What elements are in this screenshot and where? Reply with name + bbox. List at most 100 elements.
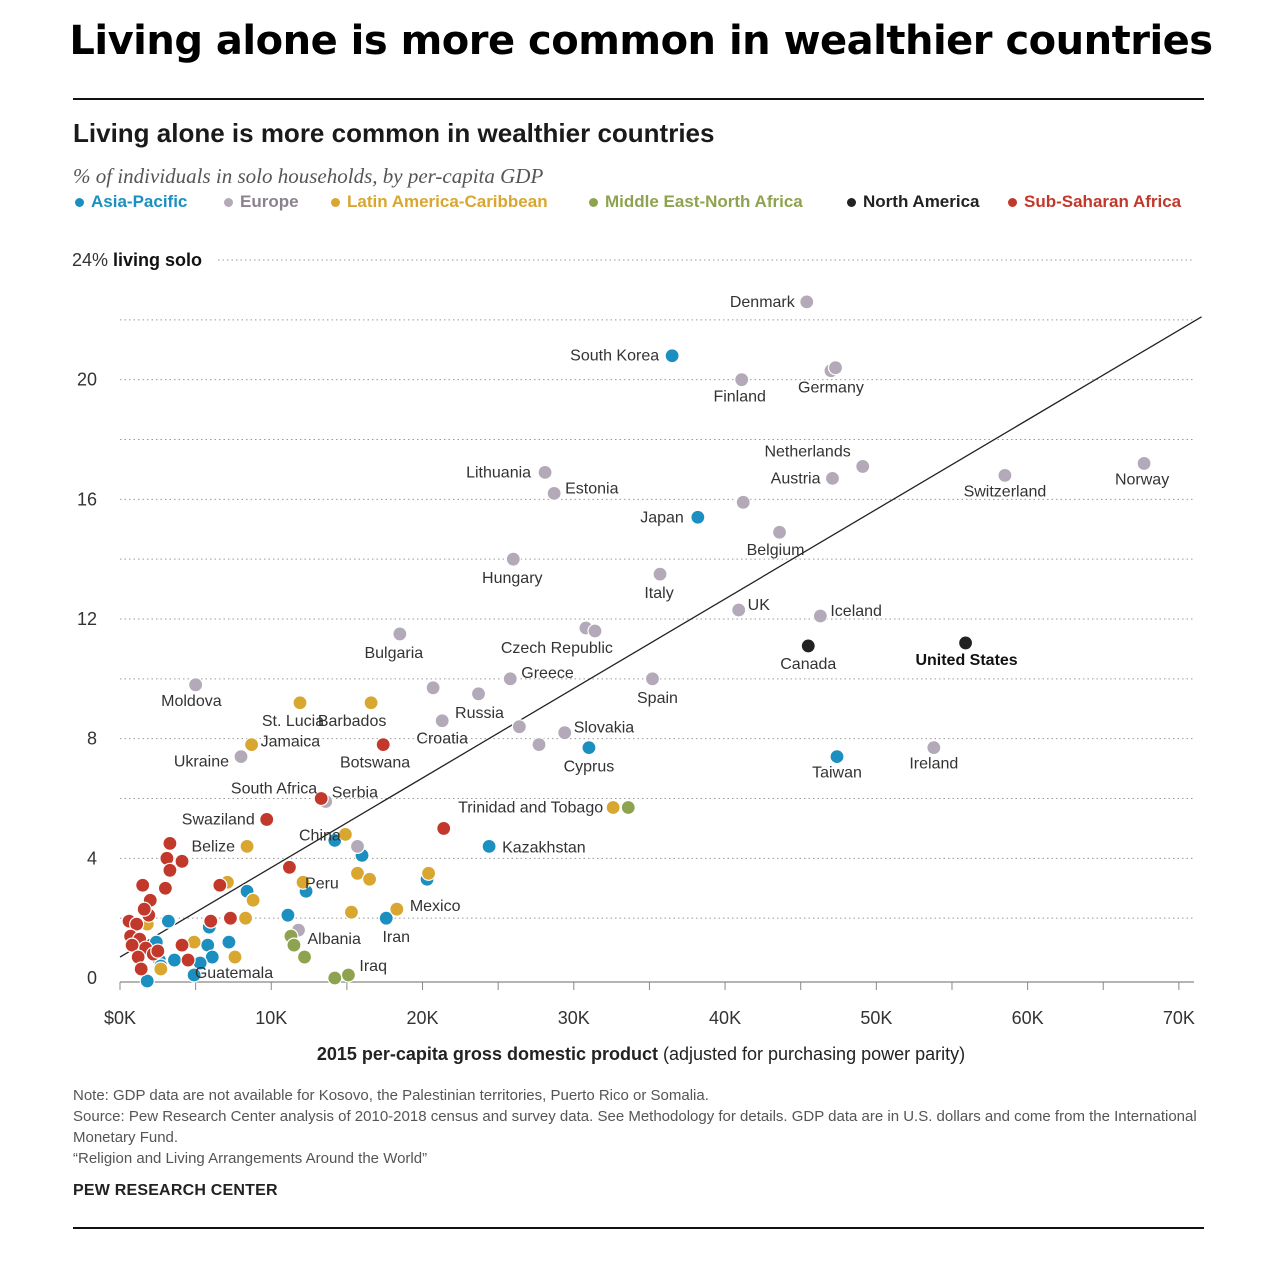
point-asia-pacific bbox=[139, 973, 155, 989]
point-sub-saharan-africa bbox=[162, 835, 178, 851]
point-asia-pacific bbox=[186, 967, 202, 983]
label-slovakia: Slovakia bbox=[574, 720, 635, 737]
point-greece bbox=[502, 671, 518, 687]
x-axis-title-bold: 2015 per-capita gross domestic product bbox=[316, 1044, 658, 1064]
label-jamaica: Jamaica bbox=[261, 734, 321, 751]
label-greece: Greece bbox=[521, 665, 574, 682]
x-tick-label: 60K bbox=[1012, 1008, 1044, 1028]
point-sub-saharan-africa bbox=[281, 859, 298, 875]
point-hungary bbox=[505, 551, 521, 567]
report-title-text: “Religion and Living Arrangements Around… bbox=[73, 1150, 428, 1167]
y-axis-unit-label: living solo bbox=[113, 250, 202, 270]
point-latin-america-caribbean bbox=[245, 892, 261, 908]
label-serbia: Serbia bbox=[332, 784, 378, 801]
point-europe bbox=[827, 360, 844, 376]
point-sub-saharan-africa bbox=[129, 916, 145, 932]
point-austria bbox=[824, 470, 841, 486]
label-ukraine: Ukraine bbox=[174, 754, 229, 771]
point-finland bbox=[734, 372, 750, 388]
point-sub-saharan-africa bbox=[135, 877, 151, 893]
x-tick-label: 10K bbox=[255, 1008, 287, 1028]
point-guatemala bbox=[227, 949, 243, 965]
y-tick-label: 0 bbox=[87, 968, 97, 988]
legend-dot-icon bbox=[224, 197, 233, 207]
x-axis-title: 2015 per-capita gross domestic product (… bbox=[0, 1044, 1282, 1065]
point-united-states bbox=[957, 635, 974, 651]
point-barbados bbox=[363, 695, 379, 711]
label-south-korea: South Korea bbox=[570, 348, 659, 365]
data-points bbox=[121, 294, 1152, 989]
point-asia-pacific bbox=[221, 934, 237, 950]
point-latin-america-caribbean bbox=[349, 865, 366, 881]
legend-item-sub-saharan-africa: Sub-Saharan Africa bbox=[1008, 192, 1181, 212]
scatter-chart: 0 4 8 12 16 20 24% living solo $0K 10K 20K 30K 40K 5… bbox=[72, 250, 1202, 1028]
label-norway: Norway bbox=[1115, 471, 1169, 488]
y-tick-label: 16 bbox=[77, 489, 97, 509]
point-sub-saharan-africa bbox=[162, 862, 178, 878]
point-spain bbox=[644, 671, 661, 687]
legend-label: Europe bbox=[240, 192, 299, 211]
point-switzerland bbox=[997, 467, 1013, 483]
point-peru bbox=[295, 874, 311, 890]
point-canada bbox=[800, 638, 816, 654]
source-text: Source: Pew Research Center analysis of … bbox=[73, 1108, 1197, 1146]
point-sub-saharan-africa bbox=[136, 901, 152, 917]
point-middle-east-north-africa bbox=[327, 970, 343, 986]
label-switzerland: Switzerland bbox=[964, 483, 1047, 500]
label-finland: Finland bbox=[713, 389, 765, 406]
label-peru: Peru bbox=[305, 875, 339, 892]
point-bulgaria bbox=[392, 626, 408, 642]
point-europe bbox=[531, 737, 547, 753]
point-sub-saharan-africa bbox=[212, 877, 228, 893]
point-latin-america-caribbean bbox=[420, 865, 437, 881]
point-belize bbox=[239, 838, 255, 854]
point-labels: South Korea Japan Cyprus Taiwan Kazakhstan Ch… bbox=[161, 294, 1169, 982]
point-slovakia bbox=[557, 725, 573, 741]
label-china: China bbox=[299, 827, 341, 844]
point-trinidad-and-tobago bbox=[605, 799, 621, 816]
label-moldova: Moldova bbox=[161, 693, 222, 710]
top-divider bbox=[73, 98, 1204, 100]
label-denmark: Denmark bbox=[730, 294, 796, 311]
label-south-africa: South Africa bbox=[231, 781, 317, 798]
legend-dot-icon bbox=[589, 197, 598, 207]
point-middle-east-north-africa bbox=[296, 949, 313, 965]
point-lithuania bbox=[537, 464, 553, 481]
label-cyprus: Cyprus bbox=[564, 759, 615, 776]
point-middle-east-north-africa bbox=[286, 937, 302, 953]
point-ireland bbox=[926, 740, 942, 756]
legend-label: North America bbox=[863, 192, 980, 211]
label-lithuania: Lithuania bbox=[466, 464, 531, 481]
point-south-korea bbox=[664, 348, 680, 364]
point-japan bbox=[690, 509, 706, 525]
legend-label: Asia-Pacific bbox=[91, 192, 188, 211]
label-russia: Russia bbox=[455, 705, 504, 722]
point-iraq bbox=[340, 967, 357, 983]
legend-item-north-america: North America bbox=[847, 192, 980, 212]
point-denmark bbox=[799, 294, 815, 310]
label-germany: Germany bbox=[798, 380, 864, 397]
bottom-divider bbox=[73, 1227, 1204, 1229]
point-europe bbox=[349, 838, 366, 854]
label-bulgaria: Bulgaria bbox=[364, 645, 423, 662]
point-europe bbox=[511, 719, 527, 735]
label-belize: Belize bbox=[191, 838, 235, 855]
point-sub-saharan-africa bbox=[150, 943, 166, 959]
point-jamaica bbox=[244, 737, 260, 753]
point-middle-east-north-africa bbox=[620, 799, 636, 816]
point-norway bbox=[1136, 455, 1152, 472]
point-sub-saharan-africa bbox=[436, 820, 452, 837]
chart-title: Living alone is more common in wealthier… bbox=[73, 118, 715, 148]
label-canada: Canada bbox=[780, 656, 836, 673]
label-iraq: Iraq bbox=[359, 958, 387, 975]
legend-item-latin-america-caribbean: Latin America-Caribbean bbox=[331, 192, 548, 212]
legend-label: Latin America-Caribbean bbox=[347, 192, 548, 211]
point-russia bbox=[470, 686, 487, 702]
y-tick-label: 12 bbox=[77, 609, 97, 629]
label-mexico: Mexico bbox=[410, 898, 461, 915]
legend-item-middle-east-north-africa: Middle East-North Africa bbox=[589, 192, 803, 212]
point-sub-saharan-africa bbox=[203, 913, 219, 929]
point-latin-america-caribbean bbox=[153, 961, 169, 977]
chart-subtitle: % of individuals in solo households, by … bbox=[73, 164, 544, 188]
point-latin-america-caribbean bbox=[361, 871, 378, 887]
